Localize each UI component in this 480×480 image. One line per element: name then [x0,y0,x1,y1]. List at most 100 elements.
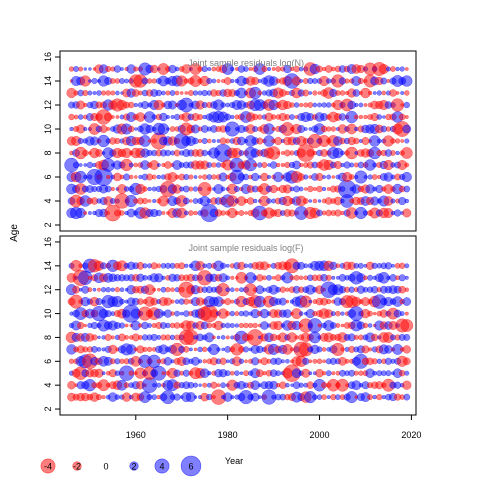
residual-bubble [95,298,103,306]
residual-bubble [133,162,139,168]
residual-bubble [72,285,81,294]
residual-bubble [239,371,244,376]
residual-bubble [372,370,378,376]
residual-bubble [312,358,318,364]
residual-bubble [404,115,409,119]
residual-bubble [266,66,272,72]
residual-bubble [330,126,336,132]
residual-bubble [192,137,199,145]
residual-bubble [400,139,405,143]
residual-bubble [398,369,406,377]
residual-bubble [124,78,129,84]
residual-bubble [83,102,88,108]
residual-bubble [289,102,295,108]
residual-bubble [257,395,262,400]
residual-bubble [289,150,295,156]
residual-bubble [202,382,208,388]
residual-bubble [285,382,290,388]
residual-bubble [321,186,327,192]
residual-bubble [308,359,313,364]
residual-bubble [403,333,411,341]
residual-bubble [201,149,208,157]
residual-bubble [170,299,175,304]
residual-bubble [390,150,396,156]
residual-bubble [353,137,360,145]
residual-bubble [193,395,198,399]
residual-bubble [308,371,313,376]
residual-bubble [242,173,250,181]
residual-bubble [230,275,235,280]
residual-bubble [381,90,387,96]
y-tick-label: 4 [43,198,53,203]
residual-bubble [87,287,93,293]
residual-bubble [104,185,112,193]
residual-bubble [165,322,171,329]
residual-bubble [280,359,285,364]
residual-bubble [207,186,212,192]
residual-bubble [321,394,327,400]
residual-bubble [206,162,213,168]
residual-bubble [266,174,272,180]
legend-label: 0 [103,462,108,472]
residual-bubble [142,275,148,281]
legend-bubble [180,455,202,477]
residual-bubble [403,393,411,401]
residual-bubble [110,90,116,96]
residual-bubble [104,333,112,341]
residual-bubble [142,186,148,192]
residual-bubble [68,113,75,121]
y-tick-label: 2 [43,407,53,412]
residual-bubble [201,346,208,353]
residual-bubble [402,345,411,354]
residual-bubble [331,275,336,280]
residual-bubble [142,346,148,353]
residual-bubble [187,90,194,96]
residual-bubble [225,287,230,292]
residual-bubble [266,146,281,160]
residual-bubble [363,103,368,107]
residual-bubble [331,371,336,376]
residual-bubble [230,395,235,400]
residual-bubble [156,163,161,167]
residual-bubble [156,382,162,388]
residual-bubble [316,65,323,73]
residual-bubble [165,114,170,120]
residual-bubble [207,138,212,144]
residual-bubble [86,161,94,169]
residual-bubble [206,78,213,84]
residual-bubble [192,90,199,96]
residual-bubble [189,199,193,203]
residual-bubble [234,210,240,216]
legend-label: 6 [188,462,193,472]
residual-bubble [183,346,190,353]
residual-bubble [404,138,410,144]
residual-bubble [316,358,323,365]
legend-label: 2 [131,462,136,472]
residual-bubble [330,311,336,317]
residual-bubble [289,114,295,120]
residual-bubble [256,137,264,145]
residual-bubble [354,114,359,120]
y-tick-label: 6 [43,174,53,179]
residual-bubble [363,114,368,120]
residual-bubble [77,321,85,330]
residual-bubble [252,322,258,329]
residual-bubble [289,347,295,352]
residual-bubble [361,137,370,145]
residual-bubble [294,335,299,340]
residual-bubble [285,299,290,304]
x-tick-label: 2000 [310,430,330,440]
residual-bubble [293,274,300,281]
residual-bubble [211,138,216,144]
residual-bubble [106,127,111,131]
residual-bubble [326,174,332,180]
residual-bubble [348,174,355,180]
residual-bubble [161,275,166,280]
residual-bubble [312,90,318,96]
residual-bubble [390,66,396,72]
residual-bubble [371,174,378,180]
residual-bubble [326,78,332,84]
residual-bubble [384,262,393,270]
residual-bubble [335,310,341,317]
residual-bubble [141,197,149,205]
